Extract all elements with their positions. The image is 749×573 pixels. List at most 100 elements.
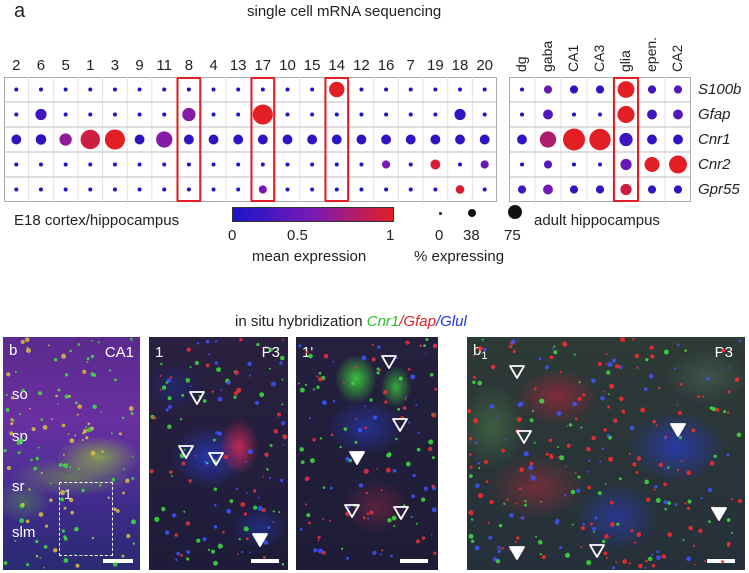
ish-gfap: Gfap xyxy=(403,313,436,330)
dot-Gfap-18 xyxy=(454,108,466,121)
dot-Cnr2-glia xyxy=(620,158,632,171)
ish-slash-1: / xyxy=(399,313,404,330)
scale-bar xyxy=(103,559,133,563)
dot-Cnr1-17 xyxy=(257,134,268,145)
ish-slash-2: / xyxy=(435,313,441,330)
img1-age: P3 xyxy=(261,344,280,361)
ish-cnr1: Cnr1 xyxy=(366,313,400,330)
e18-caption: E18 cortex/hippocampus xyxy=(14,212,180,229)
highlight-column-glia xyxy=(613,77,639,202)
layer-slm: slm xyxy=(12,524,36,541)
panel-a-letter: a xyxy=(14,0,26,22)
size-legend-tick-0: 0 xyxy=(435,227,444,244)
column-label-1: 1 xyxy=(86,57,95,74)
dot-Gpr55-dg xyxy=(517,185,527,194)
dot-S100b-16 xyxy=(384,87,389,92)
dot-S100b-dg xyxy=(520,87,524,92)
dot-Cnr1-9 xyxy=(134,134,145,145)
dot-S100b-17 xyxy=(260,87,265,92)
size-legend-label: % expressing xyxy=(414,248,505,265)
img2-label: 1' xyxy=(302,344,314,361)
dot-Cnr1-14 xyxy=(331,134,342,145)
dot-Gfap-12 xyxy=(359,112,364,117)
column-label-epen: epen. xyxy=(643,36,659,72)
dot-Gfap-CA2 xyxy=(673,109,683,120)
b1-age: P3 xyxy=(714,344,733,361)
dot-Cnr2-13 xyxy=(236,162,241,167)
adult-caption: adult hippocampus xyxy=(534,212,660,229)
dot-Cnr2-19 xyxy=(430,159,441,170)
dot-Cnr1-12 xyxy=(356,134,367,145)
ish-title-prefix: in situ hybridization xyxy=(235,313,367,330)
column-label-10: 10 xyxy=(279,57,296,74)
dot-Gfap-epen. xyxy=(647,109,657,120)
dotplot-e18 xyxy=(4,77,497,202)
dot-Gpr55-CA2 xyxy=(673,185,683,194)
dot-Gfap-11 xyxy=(162,112,167,117)
dot-Gpr55-glia xyxy=(620,183,632,196)
dot-Cnr1-7 xyxy=(405,134,416,145)
column-label-18: 18 xyxy=(451,57,469,74)
highlight-column-17 xyxy=(250,77,276,202)
dot-Gpr55-10 xyxy=(285,187,290,192)
dot-Gfap-gaba xyxy=(543,109,553,120)
dotplot-adult xyxy=(509,77,691,202)
dot-Gpr55-CA1 xyxy=(569,185,579,194)
row-label-cnr2: Cnr2 xyxy=(698,156,731,173)
dot-Cnr2-18 xyxy=(458,162,463,167)
dot-Cnr2-2 xyxy=(14,162,19,167)
dot-Gpr55-14 xyxy=(334,187,339,192)
dot-Gpr55-9 xyxy=(137,187,142,192)
dot-Gfap-17 xyxy=(252,104,273,125)
highlight-column-14 xyxy=(324,77,350,202)
dot-Cnr1-5 xyxy=(59,133,72,146)
column-label-gaba: gaba xyxy=(539,40,555,72)
dot-Gpr55-1 xyxy=(88,187,93,192)
dot-Cnr2-7 xyxy=(408,162,413,167)
column-label-12: 12 xyxy=(353,57,370,74)
b-region: CA1 xyxy=(104,344,134,361)
dot-Cnr2-4 xyxy=(211,162,216,167)
dot-Cnr2-CA1 xyxy=(572,162,576,167)
dot-Cnr2-6 xyxy=(38,162,43,167)
dot-Cnr1-2 xyxy=(11,134,22,145)
dot-Cnr2-8 xyxy=(186,162,191,167)
inset-box xyxy=(59,482,113,556)
dot-Cnr1-18 xyxy=(455,134,465,145)
dot-S100b-19 xyxy=(433,87,438,92)
colorbar-tick-1: 1 xyxy=(386,227,395,244)
dot-S100b-8 xyxy=(186,87,191,92)
dot-Gfap-15 xyxy=(310,112,315,117)
dot-Gpr55-8 xyxy=(186,187,191,192)
dot-Cnr2-dg xyxy=(520,162,524,167)
dot-Gpr55-15 xyxy=(310,187,315,192)
dot-Cnr1-20 xyxy=(479,134,490,145)
dot-Cnr1-8 xyxy=(183,134,194,145)
column-label-17: 17 xyxy=(254,57,272,74)
dot-S100b-9 xyxy=(137,87,142,92)
dot-Gfap-9 xyxy=(137,112,142,117)
dot-Gpr55-gaba xyxy=(543,184,553,195)
dot-Gfap-2 xyxy=(14,112,19,117)
b-letter: b xyxy=(9,342,18,359)
dot-Cnr2-16 xyxy=(381,160,391,169)
size-legend-dot-medium xyxy=(468,209,476,217)
scale-bar xyxy=(707,559,735,563)
dot-Gfap-20 xyxy=(482,112,487,117)
scale-bar xyxy=(400,559,428,563)
dot-Gfap-7 xyxy=(408,112,413,117)
dot-Cnr1-15 xyxy=(307,134,318,145)
dot-Gpr55-13 xyxy=(236,187,241,192)
dot-Cnr1-6 xyxy=(35,134,47,145)
dot-Cnr1-CA1 xyxy=(563,128,585,151)
dot-Gfap-6 xyxy=(35,108,47,121)
size-legend-tick-38: 38 xyxy=(463,227,480,244)
column-label-CA3: CA3 xyxy=(591,44,607,72)
micrograph-1-prime: 1' xyxy=(296,337,438,570)
column-label-14: 14 xyxy=(328,57,346,74)
dot-S100b-11 xyxy=(162,87,167,92)
dot-Cnr1-19 xyxy=(430,134,441,145)
dot-S100b-CA1 xyxy=(569,85,579,94)
dot-Gpr55-20 xyxy=(482,187,487,192)
dot-Gfap-19 xyxy=(433,112,438,117)
